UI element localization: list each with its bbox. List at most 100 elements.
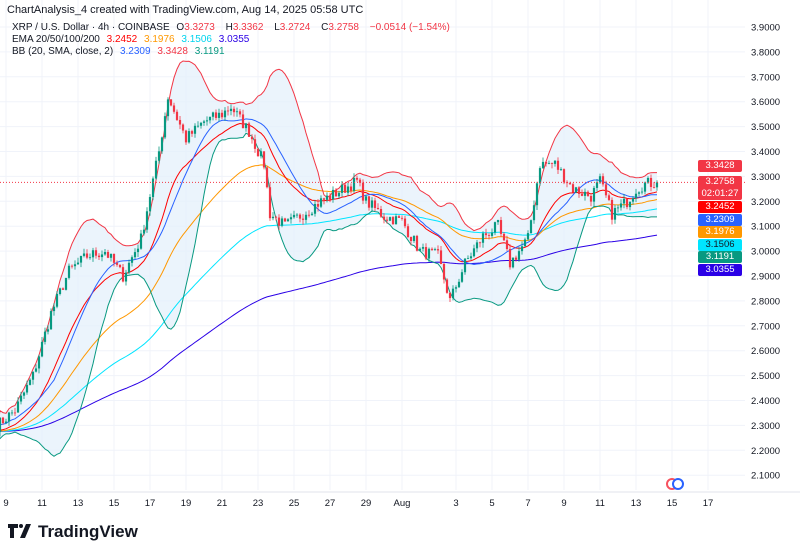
candle-body (91, 250, 95, 258)
candle-body (418, 248, 422, 251)
candle-body (598, 176, 602, 183)
candle-body (448, 292, 452, 299)
candle-body (223, 110, 227, 118)
price-label: 3.3428 (698, 159, 742, 172)
bb-basis-value: 3.2309 (119, 46, 151, 57)
y-tick-label: 2.3000 (751, 421, 780, 432)
candle-body (43, 331, 47, 342)
candle-body (454, 287, 458, 289)
candle-body (574, 187, 578, 193)
candle-body (133, 252, 137, 258)
candle-body (457, 281, 461, 288)
candle-body (226, 110, 230, 112)
candle-body (403, 218, 407, 227)
open-value: 3.3273 (184, 22, 215, 33)
candle-body (163, 116, 167, 138)
candle-body (94, 250, 98, 256)
candle-body (148, 197, 152, 212)
candle-body (367, 196, 371, 208)
bb-upper-value: 3.3428 (157, 46, 188, 57)
candle-body (634, 193, 638, 199)
candle-body (499, 220, 503, 234)
y-tick-label: 2.6000 (751, 346, 780, 357)
candle-body (472, 248, 476, 257)
x-tick-label: 9 (3, 498, 8, 509)
x-tick-label: 25 (289, 498, 300, 509)
candle-body (307, 214, 311, 216)
x-tick-label: 19 (181, 498, 192, 509)
candle-body (7, 412, 11, 422)
x-tick-label: 13 (73, 498, 84, 509)
candle-body (199, 122, 203, 126)
event-icon[interactable] (672, 478, 684, 490)
candle-body (235, 111, 239, 113)
candle-body (247, 123, 251, 137)
candle-body (208, 116, 212, 121)
price-label: 3.2452 (698, 201, 742, 214)
price-label: 3.1506 (698, 238, 742, 251)
bb-legend[interactable]: BB (20, SMA, close, 2) 3.2309 3.3428 3.1… (12, 46, 229, 57)
logo-text: TradingView (38, 522, 138, 541)
candle-body (121, 267, 125, 282)
candle-body (475, 242, 479, 249)
candle-body (19, 395, 23, 402)
x-tick-label: 11 (37, 498, 47, 509)
candle-body (64, 277, 68, 290)
symbol-name[interactable]: XRP / U.S. Dollar · 4h · COINBASE (12, 22, 170, 33)
y-tick-label: 3.0000 (751, 247, 780, 258)
close-value: 3.2758 (328, 22, 359, 33)
candle-body (256, 148, 260, 157)
close-label: C (321, 22, 329, 33)
y-tick-label: 3.5000 (751, 122, 780, 133)
candle-body (190, 131, 194, 134)
y-tick-label: 2.9000 (751, 272, 780, 283)
candle-body (379, 209, 383, 217)
candle-body (484, 233, 488, 236)
candle-body (85, 253, 89, 258)
candle-body (589, 195, 593, 202)
price-label: 3.2758 02:01:27 (698, 176, 742, 201)
candle-body (610, 199, 614, 220)
price-label-value: 3.0355 (705, 263, 735, 275)
symbol-legend: XRP / U.S. Dollar · 4h · COINBASE O3.327… (12, 22, 454, 33)
x-tick-label: 3 (453, 498, 458, 509)
ema-legend[interactable]: EMA 20/50/100/200 3.2452 3.1976 3.1506 3… (12, 34, 253, 45)
candle-body (298, 214, 302, 219)
candle-body (10, 412, 14, 414)
candle-body (385, 219, 389, 221)
candle-body (388, 217, 392, 221)
candle-body (325, 195, 329, 200)
candle-body (433, 249, 437, 250)
y-tick-label: 3.7000 (751, 72, 780, 83)
candle-body (445, 279, 449, 293)
candle-body (130, 257, 134, 263)
y-tick-label: 3.8000 (751, 47, 780, 58)
high-label: H (225, 22, 233, 33)
candle-body (580, 193, 584, 196)
candle-body (127, 262, 131, 273)
candle-body (25, 384, 29, 393)
candle-body (136, 248, 140, 253)
candle-body (79, 255, 83, 263)
candle-body (241, 114, 245, 129)
candle-body (262, 151, 266, 168)
candle-body (295, 214, 299, 216)
candle-body (406, 226, 410, 237)
candle-body (244, 123, 248, 129)
candle-body (436, 249, 440, 251)
candle-body (511, 257, 515, 268)
candle-body (61, 288, 65, 290)
candle-body (175, 111, 179, 120)
candle-body (340, 184, 344, 193)
candle-body (427, 248, 431, 259)
candle-body (100, 254, 104, 258)
candle-body (310, 213, 314, 215)
x-tick-label: 9 (561, 498, 566, 509)
candle-body (613, 207, 617, 220)
price-label: 3.2309 (698, 213, 742, 226)
candle-body (277, 217, 281, 226)
open-label: O (176, 22, 185, 33)
tradingview-logo[interactable]: TradingView (8, 522, 138, 542)
y-tick-label: 3.3000 (751, 172, 780, 183)
